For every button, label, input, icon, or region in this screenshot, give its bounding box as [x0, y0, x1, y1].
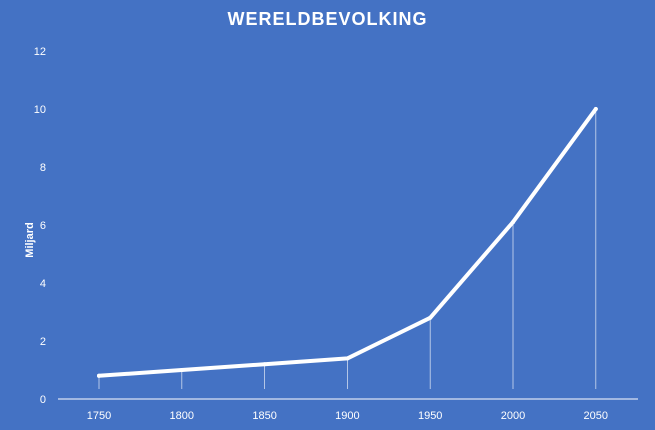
data-point: [511, 220, 515, 225]
x-axis-tick-labels: 1750 1800 1850 1900 1950 2000 2050: [87, 410, 608, 422]
data-point: [428, 315, 433, 320]
x-tick-label: 2000: [501, 410, 525, 422]
x-tick-label: 1850: [252, 410, 276, 422]
y-tick-label: 6: [40, 220, 46, 232]
data-point: [262, 362, 267, 367]
y-tick-label: 2: [40, 336, 46, 348]
data-point: [97, 373, 101, 378]
x-tick-label: 1750: [87, 410, 111, 422]
drop-lines: [98, 109, 597, 389]
data-point: [593, 107, 598, 111]
y-tick-label: 4: [40, 278, 46, 290]
y-tick-label: 10: [34, 104, 46, 116]
x-tick-label: 1800: [170, 410, 194, 422]
y-tick-label: 12: [34, 46, 46, 58]
y-axis-title: Miljard: [24, 222, 36, 257]
y-tick-label: 8: [40, 162, 46, 174]
data-point: [345, 356, 350, 361]
x-tick-label: 1900: [335, 410, 359, 422]
series-line: [97, 107, 598, 378]
y-axis-tick-labels: 0 2 4 6 8 10 12: [34, 46, 46, 406]
data-points: [97, 107, 598, 378]
y-tick-label: 0: [40, 394, 46, 406]
chart-title: WERELDBEVOLKING: [227, 9, 428, 29]
x-tick-label: 2050: [584, 410, 608, 422]
data-point: [179, 368, 184, 372]
x-tick-label: 1950: [418, 410, 442, 422]
